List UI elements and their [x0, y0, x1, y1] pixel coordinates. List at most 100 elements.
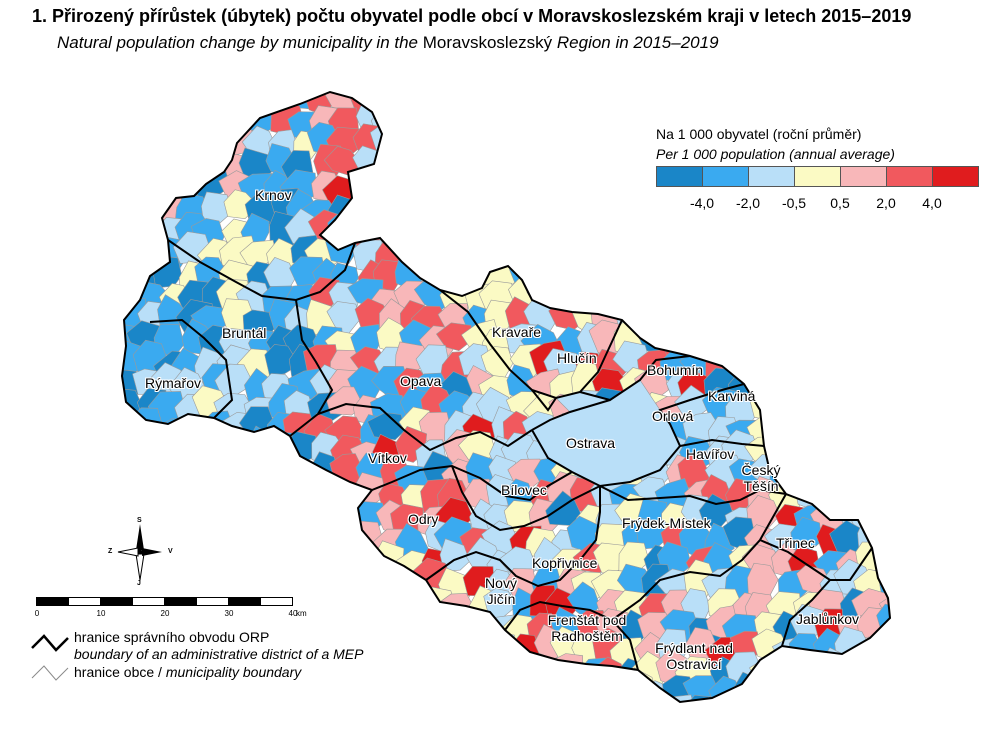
municipality-polygon [589, 213, 623, 252]
municipality-polygon [567, 670, 603, 702]
municipality-polygon [526, 699, 559, 702]
municipality-polygon [344, 569, 385, 601]
municipality-polygon [226, 441, 257, 471]
municipality-polygon [829, 92, 870, 117]
municipality-polygon [439, 102, 474, 140]
municipality-polygon [696, 697, 737, 702]
municipality-polygon [659, 694, 697, 702]
municipality-polygon [720, 257, 753, 296]
municipality-polygon [614, 234, 648, 275]
municipality-polygon [747, 213, 777, 247]
municipality-polygon [812, 368, 844, 406]
municipality-polygon [418, 681, 456, 702]
municipality-polygon [457, 171, 493, 206]
municipality-polygon [328, 550, 363, 586]
municipality-polygon [332, 706, 361, 736]
municipality-polygon [877, 417, 890, 454]
municipality-polygon [438, 131, 476, 169]
municipality-polygon [591, 193, 623, 235]
municipality-polygon [850, 415, 886, 447]
municipality-polygon [819, 296, 850, 335]
municipality-polygon [409, 237, 447, 272]
municipality-polygon [216, 700, 249, 702]
municipality-polygon [817, 328, 854, 365]
municipality-polygon [125, 233, 160, 271]
municipality-polygon [371, 191, 409, 231]
municipality-polygon [286, 460, 318, 492]
municipality-polygon [506, 655, 548, 694]
municipality-polygon [614, 154, 650, 183]
municipality-polygon [389, 589, 428, 627]
municipality-polygon [798, 361, 830, 395]
municipality-polygon [838, 432, 875, 470]
municipality-polygon [176, 461, 214, 493]
municipality-polygon [768, 659, 804, 689]
compass-center [137, 549, 143, 555]
city-label-bohumin: Bohumín [647, 362, 704, 378]
municipality-polygon [861, 212, 890, 249]
subtitle-region: Moravskoslezský [422, 33, 553, 52]
municipality-boundary-symbol [31, 665, 69, 681]
city-label-vitkov: Vítkov [368, 450, 407, 466]
city-label-frydlant: Frýdlant nad Ostravicí [655, 640, 733, 672]
municipality-polygon [792, 235, 823, 268]
municipality-polygon [881, 629, 890, 663]
municipality-polygon [632, 215, 666, 251]
municipality-polygon [833, 306, 869, 336]
municipality-polygon [125, 407, 165, 441]
municipality-polygon [876, 497, 890, 536]
municipality-polygon [660, 260, 693, 298]
orp-boundaries [121, 91, 891, 703]
municipality-polygon [569, 128, 611, 164]
city-label-kravare: Kravaře [492, 324, 542, 340]
municipality-polygon [836, 367, 877, 403]
municipality-polygon [724, 322, 765, 358]
municipality-polygon [724, 209, 759, 246]
orp-boundary-sample-line [31, 634, 69, 652]
city-label-cesky-tesin: Český Těšín [741, 462, 781, 494]
municipality-polygon [373, 92, 408, 112]
municipality-polygon [433, 699, 470, 702]
municipality-polygon [132, 92, 165, 119]
scale-seg-6 [228, 597, 261, 606]
legend-tick-3: 0,5 [830, 195, 850, 211]
municipality-polygon [858, 92, 890, 116]
municipality-polygon [839, 250, 874, 288]
municipality-polygon [553, 92, 587, 115]
municipality-polygon [239, 677, 274, 702]
municipality-polygon [349, 171, 385, 207]
municipality-polygon [811, 472, 846, 512]
municipality-polygon [122, 262, 144, 298]
compass-west-arrow [117, 547, 139, 557]
municipality-polygon [528, 92, 566, 114]
municipality-polygon [122, 92, 143, 118]
municipality-polygon [765, 320, 798, 357]
municipality-polygon [423, 99, 458, 136]
municipality-polygon [791, 429, 826, 469]
municipality-polygon [841, 655, 874, 689]
municipality-polygon [442, 170, 476, 207]
municipality-polygon [702, 278, 734, 308]
municipality-polygon [357, 615, 394, 648]
municipality-polygon [571, 196, 609, 228]
municipality-polygon [198, 472, 229, 510]
municipality-polygon [721, 700, 756, 702]
municipality-polygon [218, 683, 249, 702]
municipality-polygon [864, 105, 890, 143]
municipality-polygon [817, 679, 856, 702]
municipality-polygon [586, 92, 626, 118]
municipality-polygon [808, 232, 847, 273]
municipality-polygon [498, 103, 535, 143]
municipality-polygon [572, 283, 611, 317]
municipality-polygon [456, 634, 488, 671]
municipality-polygon [480, 694, 515, 702]
municipality-polygon [774, 678, 804, 702]
municipality-polygon [131, 454, 169, 484]
city-label-novy-jicin: Nový Jičín [485, 575, 517, 607]
municipality-polygon [413, 625, 448, 663]
municipality-polygon [263, 528, 300, 562]
municipality-polygon [350, 695, 392, 702]
municipality-polygon [881, 274, 890, 311]
compass-north-arrow [136, 524, 144, 550]
municipality-polygon [568, 234, 605, 268]
